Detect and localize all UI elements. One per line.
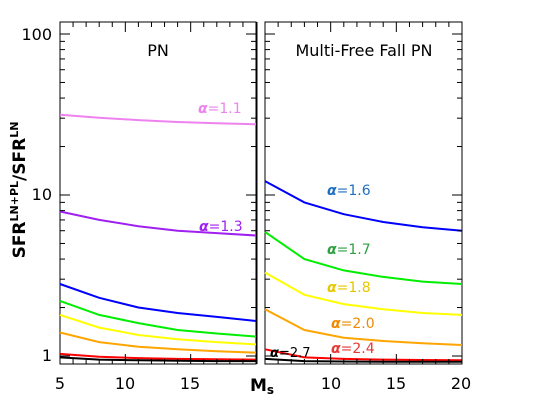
y-tick-label-100: 100: [21, 25, 52, 44]
series-line-left-1: [59, 210, 257, 237]
series-line-right-1: [264, 231, 463, 285]
y-axis-label-main: SFR: [10, 221, 30, 258]
label-alpha-1-1-value: =1.1: [208, 101, 242, 117]
series-line-left-0: [59, 113, 257, 126]
label-alpha-2-7-greek: α: [270, 346, 279, 361]
label-alpha-1-1: α=1.1: [198, 101, 242, 117]
right-panel-series: [264, 180, 463, 363]
label-alpha-1-3: α=1.3: [199, 219, 243, 235]
series-line-left-5: [59, 331, 257, 354]
right-panel-frame: [264, 21, 463, 365]
label-alpha-2-7-value: =2.7: [279, 346, 311, 361]
x-tick-label-left-15: 15: [180, 374, 200, 393]
x-tick-label-right-15: 15: [386, 374, 406, 393]
y-tick-label-10: 10: [32, 185, 52, 204]
y-tick-label-1: 1: [42, 346, 52, 365]
series-line-left-3: [59, 299, 257, 338]
y-axis-label-sup1: LN+PL: [8, 181, 21, 222]
label-alpha-1-6-value: =1.6: [337, 183, 371, 199]
label-alpha-1-3-greek: α: [199, 219, 209, 235]
label-alpha-1-6-greek: α: [327, 183, 337, 199]
label-alpha-2-4-value: =2.4: [341, 341, 375, 357]
right-panel-title: Multi-Free Fall PN: [295, 41, 432, 60]
label-alpha-2-7: α=2.7: [270, 346, 311, 361]
series-line-left-4: [59, 313, 257, 346]
label-alpha-1-7-greek: α: [327, 242, 337, 258]
label-alpha-2-0-greek: α: [331, 316, 341, 332]
series-line-right-5: [264, 357, 462, 363]
x-tick-label-left-5: 5: [55, 374, 65, 393]
series-line-right-4: [264, 348, 463, 362]
x-tick-label-left-10: 10: [115, 374, 135, 393]
x-axis-label: Ms: [250, 376, 274, 397]
label-alpha-1-7: α=1.7: [327, 242, 371, 258]
x-axis-label-main: M: [250, 376, 267, 396]
series-line-left-2: [59, 283, 257, 322]
label-alpha-1-7-value: =1.7: [337, 242, 371, 258]
label-alpha-1-1-greek: α: [198, 101, 208, 117]
label-alpha-2-4-greek: α: [331, 341, 341, 357]
left-panel-frame: [59, 21, 257, 365]
series-line-right-3: [264, 308, 463, 346]
left-panel-title: PN: [147, 41, 169, 60]
x-axis-label-sub: s: [267, 383, 274, 397]
label-alpha-1-8-greek: α: [327, 280, 337, 296]
axis-ticks: [59, 22, 463, 364]
series-line-left-6: [59, 352, 257, 361]
label-alpha-2-0: α=2.0: [331, 316, 375, 332]
y-axis-label-sup2: LN: [8, 122, 21, 138]
series-line-right-2: [264, 271, 463, 316]
x-tick-label-right-20: 20: [451, 374, 471, 393]
x-tick-label-right-10: 10: [321, 374, 341, 393]
label-alpha-1-8: α=1.8: [327, 280, 371, 296]
series-line-right-0: [264, 180, 463, 232]
label-alpha-1-3-value: =1.3: [209, 219, 243, 235]
label-alpha-2-4: α=2.4: [331, 341, 375, 357]
label-alpha-2-0-value: =2.0: [341, 316, 375, 332]
y-axis-label: SFRLN+PL/SFRLN: [8, 122, 30, 259]
left-panel-series: [59, 113, 257, 363]
y-axis-label-mid: /SFR: [10, 138, 30, 181]
label-alpha-1-8-value: =1.8: [337, 280, 371, 296]
series-line-left-7: [59, 356, 256, 363]
label-alpha-1-6: α=1.6: [327, 183, 371, 199]
